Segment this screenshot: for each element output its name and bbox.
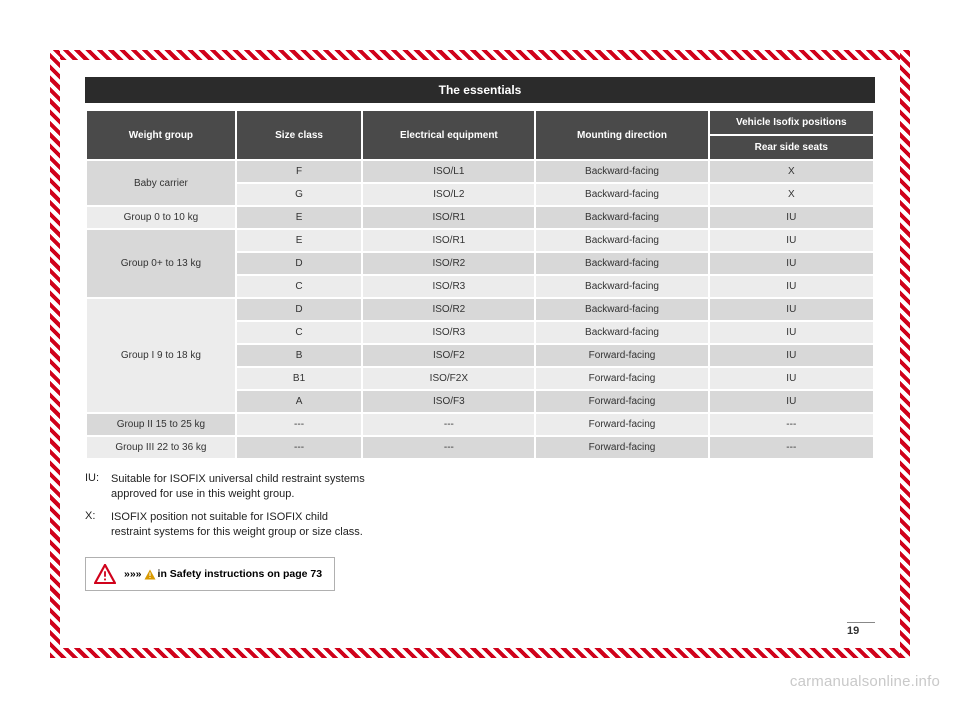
cell-pos: IU	[710, 253, 873, 274]
cell-pos: IU	[710, 299, 873, 320]
cell-equip: ISO/L1	[363, 161, 534, 182]
legend-iu-key: IU:	[85, 472, 111, 502]
table-row: Group 0+ to 13 kgEISO/R1Backward-facingI…	[87, 230, 873, 251]
cell-equip: ISO/R2	[363, 299, 534, 320]
cell-dir: Backward-facing	[536, 299, 707, 320]
cell-equip: ISO/R2	[363, 253, 534, 274]
cell-size: D	[237, 253, 361, 274]
cell-dir: Forward-facing	[536, 391, 707, 412]
safety-note: »»» in Safety instructions on page 73	[85, 557, 335, 591]
table-row: Group I 9 to 18 kgDISO/R2Backward-facing…	[87, 299, 873, 320]
cell-pos: X	[710, 161, 873, 182]
cell-equip: ISO/F3	[363, 391, 534, 412]
cell-weight-group: Baby carrier	[87, 161, 235, 205]
cell-equip: ISO/L2	[363, 184, 534, 205]
col-electrical: Electrical equipment	[363, 111, 534, 159]
watermark: carmanualsonline.info	[790, 673, 940, 690]
cell-dir: Backward-facing	[536, 230, 707, 251]
cell-equip: ---	[363, 414, 534, 435]
cell-size: ---	[237, 414, 361, 435]
cell-weight-group: Group 0+ to 13 kg	[87, 230, 235, 297]
cell-pos: IU	[710, 207, 873, 228]
isofix-table: Weight group Size class Electrical equip…	[85, 109, 875, 460]
legend-x: X: ISOFIX position not suitable for ISOF…	[85, 510, 365, 540]
col-mounting: Mounting direction	[536, 111, 707, 159]
table-body: Baby carrierFISO/L1Backward-facingXGISO/…	[87, 161, 873, 458]
cell-size: F	[237, 161, 361, 182]
cell-size: ---	[237, 437, 361, 458]
cell-pos: X	[710, 184, 873, 205]
table-row: Baby carrierFISO/L1Backward-facingX	[87, 161, 873, 182]
cell-size: G	[237, 184, 361, 205]
legend-x-text: ISOFIX position not suitable for ISOFIX …	[111, 510, 365, 540]
cell-dir: Backward-facing	[536, 207, 707, 228]
safety-text: in Safety instructions on page 73	[158, 568, 323, 580]
cell-size: C	[237, 322, 361, 343]
cell-size: C	[237, 276, 361, 297]
table-header: Weight group Size class Electrical equip…	[87, 111, 873, 159]
warning-icon	[94, 564, 116, 584]
cell-dir: Backward-facing	[536, 184, 707, 205]
cell-equip: ---	[363, 437, 534, 458]
table-row: Group II 15 to 25 kg------Forward-facing…	[87, 414, 873, 435]
cell-pos: ---	[710, 437, 873, 458]
cell-size: B1	[237, 368, 361, 389]
cell-size: A	[237, 391, 361, 412]
cell-weight-group: Group III 22 to 36 kg	[87, 437, 235, 458]
cell-pos: IU	[710, 276, 873, 297]
cell-pos: IU	[710, 345, 873, 366]
cell-dir: Forward-facing	[536, 345, 707, 366]
cell-dir: Forward-facing	[536, 414, 707, 435]
cell-pos: IU	[710, 322, 873, 343]
cell-dir: Backward-facing	[536, 322, 707, 343]
cell-dir: Backward-facing	[536, 276, 707, 297]
page-number: 19	[847, 622, 875, 637]
cell-dir: Backward-facing	[536, 161, 707, 182]
border-hatch-top	[50, 50, 910, 60]
cell-equip: ISO/R3	[363, 322, 534, 343]
cell-pos: ---	[710, 414, 873, 435]
cell-weight-group: Group 0 to 10 kg	[87, 207, 235, 228]
col-isofix-sub: Rear side seats	[710, 136, 873, 159]
cell-pos: IU	[710, 230, 873, 251]
cell-equip: ISO/R1	[363, 230, 534, 251]
page-title: The essentials	[85, 77, 875, 103]
legend-x-key: X:	[85, 510, 111, 540]
border-hatch-bottom	[50, 648, 910, 658]
cell-equip: ISO/R3	[363, 276, 534, 297]
legend-iu-text: Suitable for ISOFIX universal child rest…	[111, 472, 365, 502]
table-row: Group 0 to 10 kgEISO/R1Backward-facingIU	[87, 207, 873, 228]
cell-equip: ISO/F2	[363, 345, 534, 366]
cell-size: D	[237, 299, 361, 320]
border-hatch-left	[50, 50, 60, 658]
safety-chevron: »»»	[124, 568, 142, 580]
col-isofix-top: Vehicle Isofix positions	[710, 111, 873, 134]
cell-weight-group: Group I 9 to 18 kg	[87, 299, 235, 412]
cell-pos: IU	[710, 391, 873, 412]
legend: IU: Suitable for ISOFIX universal child …	[85, 472, 365, 539]
border-hatch-right	[900, 50, 910, 658]
cell-size: E	[237, 207, 361, 228]
cell-equip: ISO/F2X	[363, 368, 534, 389]
cell-size: B	[237, 345, 361, 366]
cell-weight-group: Group II 15 to 25 kg	[87, 414, 235, 435]
table-row: Group III 22 to 36 kg------Forward-facin…	[87, 437, 873, 458]
col-size-class: Size class	[237, 111, 361, 159]
cell-size: E	[237, 230, 361, 251]
cell-dir: Forward-facing	[536, 437, 707, 458]
page-content: The essentials Weight group Size class E…	[65, 65, 895, 643]
cell-dir: Backward-facing	[536, 253, 707, 274]
col-weight-group: Weight group	[87, 111, 235, 159]
cell-pos: IU	[710, 368, 873, 389]
cell-dir: Forward-facing	[536, 368, 707, 389]
cell-equip: ISO/R1	[363, 207, 534, 228]
legend-iu: IU: Suitable for ISOFIX universal child …	[85, 472, 365, 502]
warning-icon-small	[144, 569, 156, 580]
